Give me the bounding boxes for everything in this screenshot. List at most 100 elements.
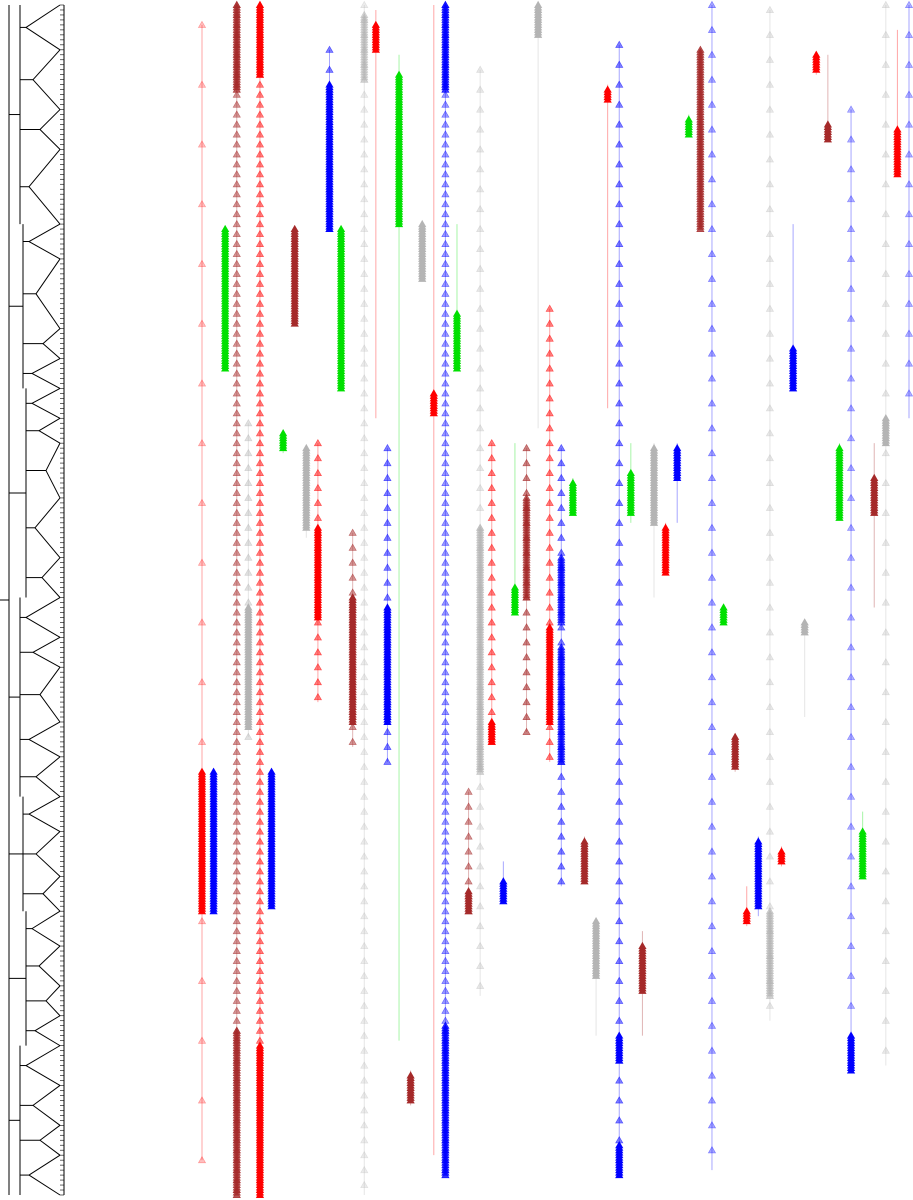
marker-triangle (765, 80, 775, 88)
marker-triangle (441, 986, 450, 994)
marker-triangle (441, 787, 450, 795)
marker-triangle (441, 648, 450, 656)
marker-triangle (441, 448, 450, 457)
marker-triangle (255, 578, 265, 586)
marker-triangle (383, 443, 392, 452)
marker-triangle (615, 797, 624, 805)
marker-triangle (232, 209, 241, 218)
marker-triangle (615, 478, 624, 486)
marker-track (510, 443, 520, 616)
tree-cluster-edge (28, 796, 61, 815)
marker-triangle (394, 219, 404, 228)
marker-triangle (197, 498, 207, 506)
marker-triangle (441, 508, 450, 516)
marker-triangle (441, 956, 450, 964)
marker-triangle (487, 707, 496, 716)
marker-track (777, 846, 786, 867)
marker-triangle (255, 906, 265, 915)
marker-triangle (255, 737, 265, 745)
marker-triangle (846, 792, 856, 800)
marker-triangle (615, 60, 624, 68)
marker-track (638, 931, 647, 1036)
marker-triangle (707, 747, 717, 755)
tree-cluster-edge (32, 79, 61, 110)
marker-track (429, 5, 438, 1156)
marker-triangle (707, 424, 717, 432)
marker-triangle (707, 100, 717, 108)
marker-triangle (244, 478, 253, 486)
marker-triangle (360, 329, 369, 337)
marker-triangle (360, 1076, 369, 1084)
marker-triangle (232, 538, 241, 546)
marker-triangle (232, 936, 241, 945)
marker-triangle (441, 299, 450, 307)
marker-triangle (441, 329, 450, 337)
marker-triangle (441, 747, 450, 755)
marker-triangle (232, 747, 241, 755)
marker-triangle (881, 359, 890, 367)
marker-triangle (441, 478, 450, 486)
marker-triangle (800, 628, 809, 636)
marker-triangle (360, 956, 369, 964)
marker-triangle (418, 274, 427, 282)
marker-triangle (232, 100, 241, 108)
marker-track (336, 224, 346, 392)
marker-triangle (348, 717, 357, 725)
marker-triangle (765, 180, 775, 188)
marker-triangle (638, 986, 647, 994)
marker-triangle (429, 409, 438, 417)
marker-triangle (244, 523, 253, 531)
tree-cluster-edge (25, 4, 61, 28)
marker-triangle (545, 364, 554, 372)
marker-triangle (881, 180, 890, 188)
marker-triangle (441, 867, 450, 875)
marker-triangle (313, 513, 323, 521)
marker-triangle (232, 618, 241, 626)
marker-track (348, 528, 357, 747)
marker-triangle (441, 667, 450, 676)
marker-triangle (846, 613, 856, 621)
marker-triangle (441, 369, 450, 377)
marker-triangle (441, 717, 450, 725)
marker-triangle (765, 155, 775, 163)
marker-track (313, 438, 323, 703)
marker-triangle (846, 732, 856, 740)
marker-triangle (615, 538, 624, 546)
marker-triangle (197, 1096, 207, 1104)
marker-triangle (441, 468, 450, 477)
marker-triangle (441, 319, 450, 327)
marker-triangle (441, 677, 450, 686)
marker-triangle (707, 573, 717, 581)
marker-triangle (441, 379, 450, 387)
marker-track (881, 0, 890, 1066)
marker-triangle (232, 966, 241, 974)
marker-triangle (255, 498, 265, 506)
marker-triangle (290, 319, 299, 327)
marker-triangle (487, 692, 496, 701)
tree-cluster-edge (42, 875, 61, 895)
marker-triangle (615, 817, 624, 825)
tree-cluster-edge (28, 149, 61, 188)
marker-triangle (232, 85, 241, 93)
marker-triangle (313, 618, 323, 626)
marker-triangle (545, 603, 554, 611)
marker-triangle (360, 284, 369, 292)
marker-triangle (360, 941, 369, 950)
marker-triangle (615, 100, 624, 108)
marker-triangle (232, 598, 241, 606)
marker-triangle (441, 419, 450, 427)
marker-triangle (707, 697, 717, 706)
marker-triangle (846, 702, 856, 711)
marker-triangle (545, 438, 554, 447)
tree-cluster-edge (34, 1015, 61, 1032)
marker-triangle (197, 259, 207, 267)
marker-track (232, 0, 241, 1198)
marker-triangle (441, 140, 450, 148)
marker-triangle (360, 628, 369, 636)
marker-track (615, 40, 624, 1179)
marker-triangle (360, 971, 369, 979)
marker-triangle (255, 249, 265, 257)
marker-triangle (232, 528, 241, 536)
marker-triangle (197, 906, 207, 915)
